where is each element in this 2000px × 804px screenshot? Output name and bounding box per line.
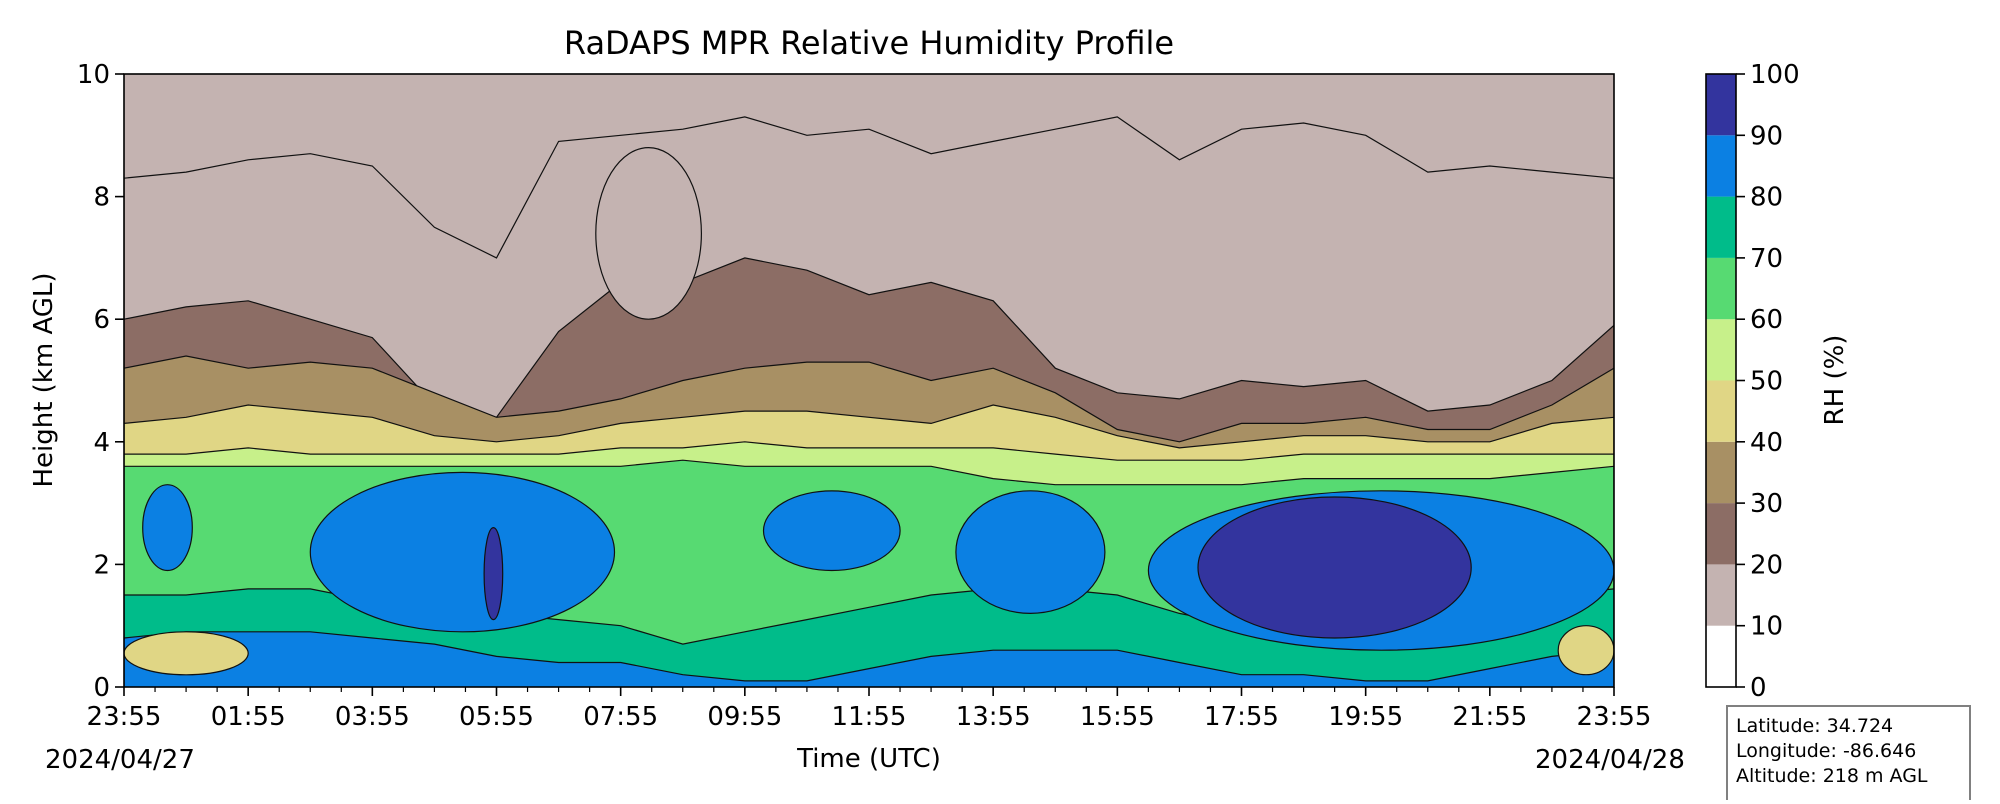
x-tick-label: 15:55 bbox=[1080, 702, 1155, 732]
x-tick-label: 09:55 bbox=[707, 702, 782, 732]
moist-feature-rh-90 bbox=[955, 490, 1106, 614]
colorbar-segment-0-10 bbox=[1706, 625, 1736, 687]
colorbar-segment-90-100 bbox=[1706, 74, 1736, 136]
colorbar-segment-70-80 bbox=[1706, 196, 1736, 258]
start-date-label: 2024/04/27 bbox=[45, 745, 195, 775]
moist-feature-rh-90 bbox=[142, 484, 193, 572]
x-tick-label: 01:55 bbox=[211, 702, 286, 732]
x-tick-label: 03:55 bbox=[335, 702, 410, 732]
moist-feature-rh-90 bbox=[762, 490, 901, 572]
colorbar-segment-30-40 bbox=[1706, 441, 1736, 504]
colorbar-tick-label: 90 bbox=[1750, 121, 1783, 151]
x-axis: 23:55 01:55 03:55 05:55 07:55 09:55 11:55 13:55… bbox=[87, 687, 1652, 732]
chart-title: RaDAPS MPR Relative Humidity Profile bbox=[564, 24, 1174, 62]
x-axis-label: Time (UTC) bbox=[796, 744, 941, 774]
latitude-text: Latitude: 34.724 bbox=[1736, 715, 1893, 737]
altitude-text: Altitude: 218 m AGL bbox=[1736, 765, 1928, 787]
x-tick-label: 23:55 bbox=[1577, 702, 1652, 732]
colorbar-tick-label: 10 bbox=[1750, 612, 1783, 642]
station-info-box: Latitude: 34.724 Longitude: -86.646 Alti… bbox=[1726, 705, 1971, 804]
colorbar-segment-20-30 bbox=[1706, 503, 1736, 565]
y-tick-label: 4 bbox=[93, 428, 110, 458]
moist-feature-rh-100 bbox=[483, 526, 504, 621]
x-tick-label: 07:55 bbox=[583, 702, 658, 732]
y-tick-label: 0 bbox=[93, 673, 110, 703]
x-tick-label: 11:55 bbox=[832, 702, 907, 732]
colorbar-tick-label: 70 bbox=[1750, 244, 1783, 274]
end-date-label: 2024/04/28 bbox=[1535, 745, 1685, 775]
y-tick-label: 8 bbox=[93, 183, 110, 213]
colorbar-segment-40-50 bbox=[1706, 380, 1736, 442]
rh-band-90-100 bbox=[124, 631, 1614, 687]
x-tick-label: 13:55 bbox=[956, 702, 1031, 732]
colorbar-tick-label: 0 bbox=[1750, 673, 1767, 703]
colorbar-segment-50-60 bbox=[1706, 319, 1736, 381]
dry-feature-rh-20 bbox=[595, 146, 702, 320]
colorbar-tick-label: 60 bbox=[1750, 305, 1783, 335]
longitude-text: Longitude: -86.646 bbox=[1736, 740, 1916, 762]
colorbar: 0 10 20 30 40 50 60 70 80 90 100 bbox=[1705, 60, 1800, 703]
moist-feature-rh-50 bbox=[124, 631, 249, 676]
plot-area bbox=[124, 74, 1614, 687]
colorbar-tick-label: 20 bbox=[1750, 550, 1783, 580]
x-tick-label: 21:55 bbox=[1452, 702, 1527, 732]
x-tick-label: 05:55 bbox=[459, 702, 534, 732]
colorbar-label: RH (%) bbox=[1820, 335, 1850, 426]
colorbar-tick-label: 80 bbox=[1750, 183, 1783, 213]
y-tick-label: 10 bbox=[77, 60, 110, 90]
moist-feature-rh-100 bbox=[1197, 496, 1472, 639]
y-tick-label: 6 bbox=[93, 305, 110, 335]
y-tick-label: 2 bbox=[93, 550, 110, 580]
colorbar-segment-60-70 bbox=[1706, 257, 1736, 320]
colorbar-segment-10-20 bbox=[1706, 564, 1736, 626]
y-axis-label: Height (km AGL) bbox=[29, 272, 59, 487]
colorbar-segment-80-90 bbox=[1706, 135, 1736, 197]
x-tick-label: 19:55 bbox=[1328, 702, 1403, 732]
colorbar-tick-label: 100 bbox=[1750, 60, 1800, 90]
colorbar-tick-label: 50 bbox=[1750, 367, 1783, 397]
x-tick-label: 17:55 bbox=[1204, 702, 1279, 732]
x-tick-label: 23:55 bbox=[87, 702, 162, 732]
y-axis: 0 2 4 6 8 10 bbox=[77, 60, 124, 703]
colorbar-tick-label: 30 bbox=[1750, 489, 1783, 519]
colorbar-tick-label: 40 bbox=[1750, 428, 1783, 458]
moist-feature-rh-50 bbox=[1557, 625, 1614, 676]
moist-feature-rh-90 bbox=[309, 471, 616, 633]
